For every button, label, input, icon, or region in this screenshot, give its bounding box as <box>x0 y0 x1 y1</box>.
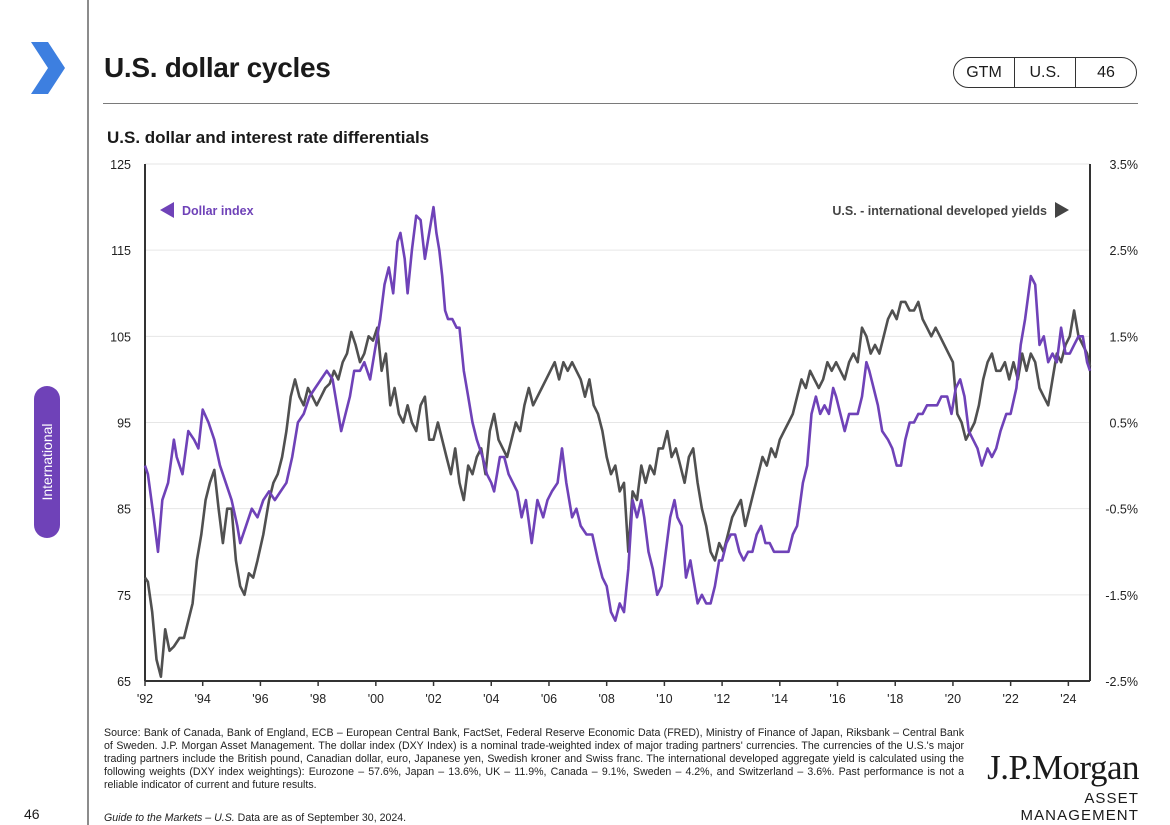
x-tick-label: '14 <box>772 692 788 706</box>
y-right-tick-label: -0.5% <box>1105 503 1138 517</box>
legend-left-arrow-icon <box>160 202 174 218</box>
series-line-dollar-index <box>143 205 1092 622</box>
page-number: 46 <box>24 806 40 822</box>
y-right-tick-label: 1.5% <box>1110 330 1139 344</box>
x-tick-label: '16 <box>829 692 845 706</box>
y-left-tick-label: 125 <box>110 158 131 172</box>
y-left-tick-label: 105 <box>110 330 131 344</box>
legend-dollar-index: Dollar index <box>182 204 254 218</box>
guide-note: Guide to the Markets – U.S. Data are as … <box>104 812 406 824</box>
series-line-yield-differential <box>143 300 1092 678</box>
x-tick-label: '22 <box>1003 692 1019 706</box>
x-tick-label: '10 <box>656 692 672 706</box>
guide-title: Guide to the Markets – U.S. <box>104 812 235 824</box>
x-tick-label: '92 <box>137 692 153 706</box>
badge-page: 46 <box>1075 58 1136 87</box>
y-right-tick-label: 3.5% <box>1110 158 1139 172</box>
badge-gtm: GTM <box>966 63 1002 81</box>
y-left-tick-label: 85 <box>117 503 131 517</box>
page-badge: GTM U.S. 46 <box>953 57 1137 88</box>
chevron-right-icon <box>31 42 65 94</box>
x-tick-label: '02 <box>425 692 441 706</box>
y-right-tick-label: 0.5% <box>1110 417 1139 431</box>
section-tab-label: International <box>39 423 55 501</box>
y-left-tick-label: 75 <box>117 589 131 603</box>
y-left-tick-label: 115 <box>111 244 131 258</box>
x-tick-label: '00 <box>368 692 384 706</box>
source-footnote: Source: Bank of Canada, Bank of England,… <box>104 727 964 792</box>
x-tick-label: '12 <box>714 692 730 706</box>
section-tab[interactable]: International <box>34 386 60 538</box>
x-tick-label: '24 <box>1060 692 1076 706</box>
x-tick-label: '96 <box>252 692 268 706</box>
x-tick-label: '18 <box>887 692 903 706</box>
x-tick-label: '04 <box>483 692 499 706</box>
badge-region: U.S. <box>1014 58 1075 87</box>
logo: J.P.Morgan ASSET MANAGEMENT <box>977 748 1139 824</box>
y-right-tick-label: -1.5% <box>1105 589 1138 603</box>
left-margin-rule <box>87 0 89 825</box>
x-tick-label: '08 <box>599 692 615 706</box>
line-chart: 125 3.5% 115 2.5% 105 1.5% 95 0.5% 85 -0.5% 75 -1.5… <box>110 158 1139 706</box>
x-tick-label: '94 <box>195 692 211 706</box>
legend-yields: U.S. - international developed yields <box>832 204 1047 218</box>
logo-name: J.P.Morgan <box>987 748 1139 787</box>
x-tick-label: '20 <box>945 692 961 706</box>
page-title: U.S. dollar cycles <box>104 52 331 83</box>
chart-title: U.S. dollar and interest rate differenti… <box>107 128 430 147</box>
x-tick-label: '98 <box>310 692 326 706</box>
logo-subtitle: ASSET MANAGEMENT <box>1020 790 1139 824</box>
y-left-tick-label: 65 <box>117 675 131 689</box>
y-left-tick-label: 95 <box>117 417 131 431</box>
guide-date: Data are as of September 30, 2024. <box>234 812 407 824</box>
y-right-tick-label: -2.5% <box>1105 675 1138 689</box>
y-right-tick-label: 2.5% <box>1110 244 1139 258</box>
legend-right-arrow-icon <box>1055 202 1069 218</box>
title-divider <box>103 103 1138 104</box>
x-tick-label: '06 <box>541 692 557 706</box>
